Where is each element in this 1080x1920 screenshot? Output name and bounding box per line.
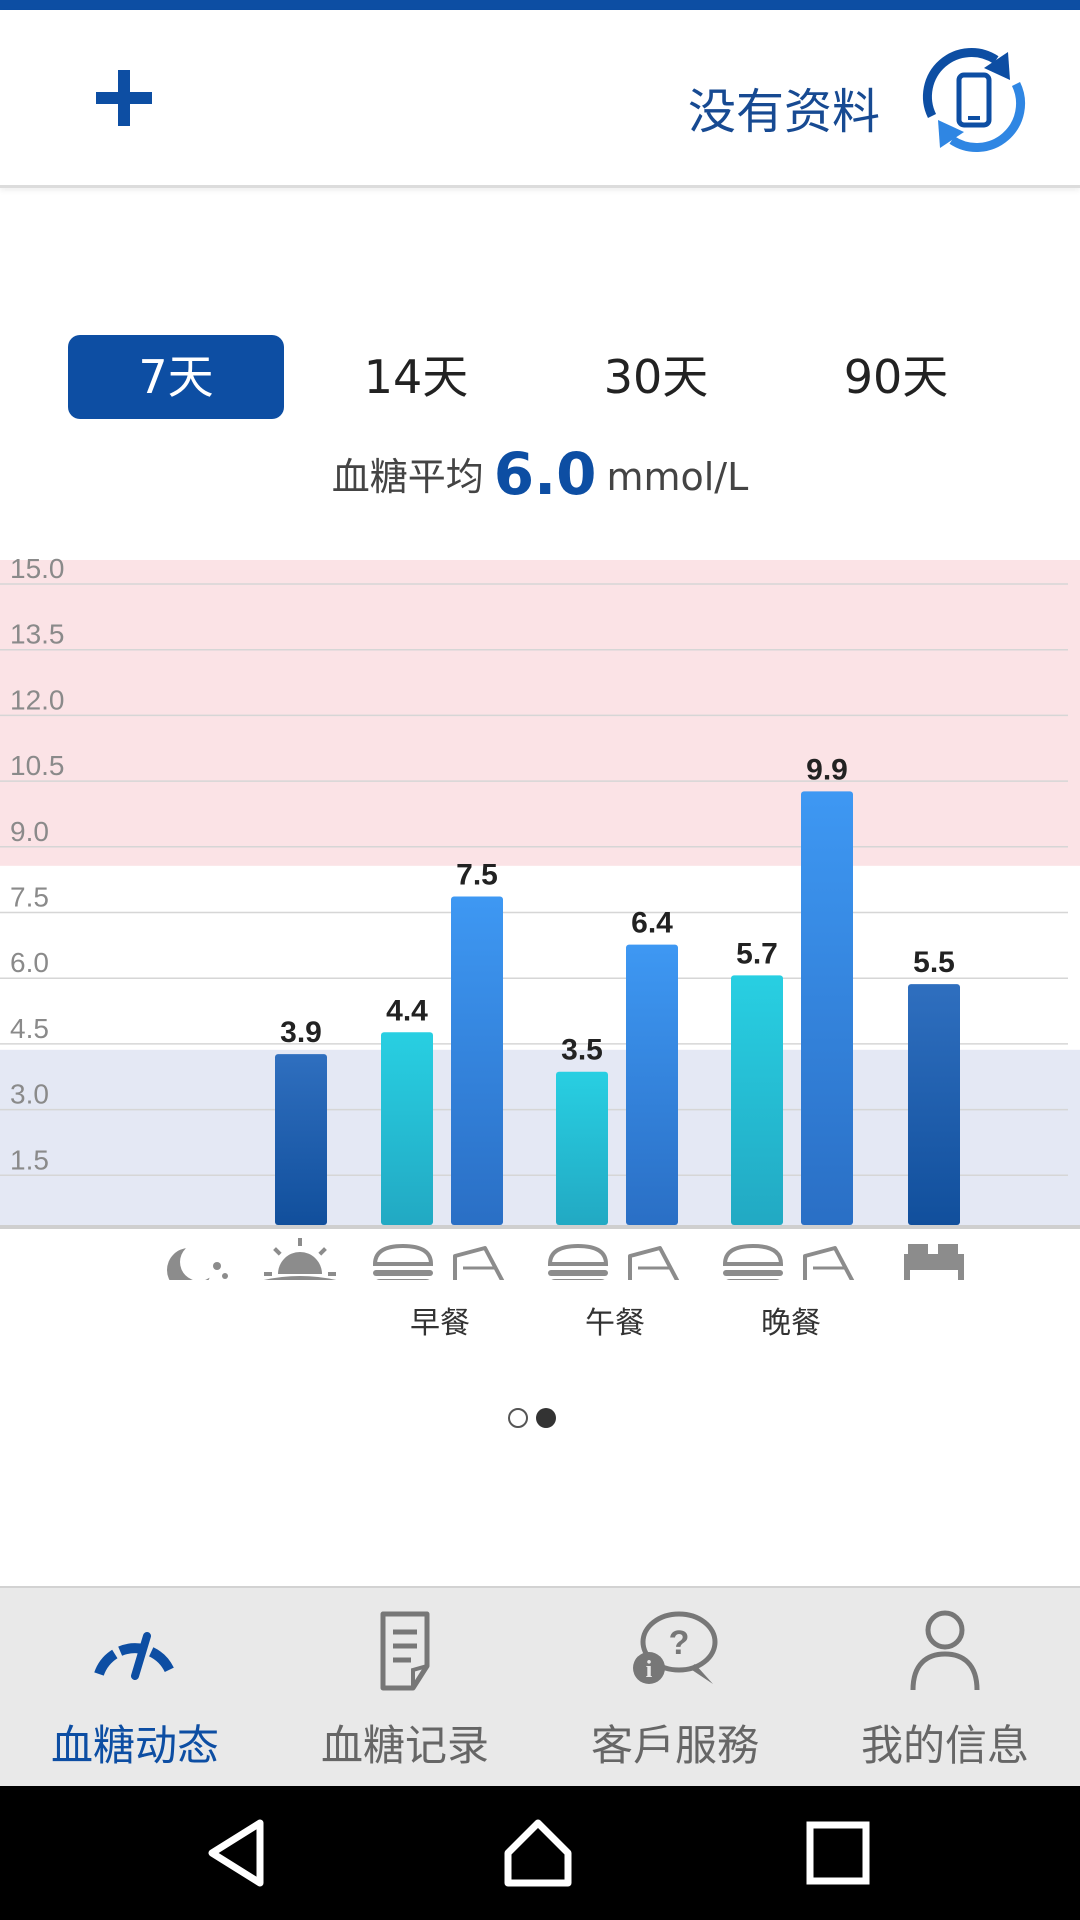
average-label: 血糖平均 [331,455,484,499]
burger-icon [547,1243,609,1280]
burger-icon [722,1243,784,1280]
glucose-bar-chart: 15.0 13.5 12.0 10.5 9.0 7.5 6.0 4.5 3.0 1.5 3.9 4.… [0,553,1080,1280]
y-tick-label: 4.5 [10,1013,49,1044]
bar-4 [556,1071,608,1225]
page-dot-2[interactable] [536,1408,556,1428]
nav-my-info[interactable]: 我的信息 [810,1588,1080,1788]
bar-value-label: 5.7 [736,937,778,970]
recent-apps-icon[interactable] [798,1813,878,1893]
average-value: 6.0 [493,440,597,508]
iron-icon [453,1246,505,1280]
low-range-zone [0,1049,1080,1225]
bar-7 [801,791,853,1225]
bar-value-label: 9.9 [806,753,848,786]
bar-6 [731,975,783,1225]
y-tick-label: 3.0 [10,1079,49,1110]
document-icon [380,1611,430,1691]
y-tick-label: 1.5 [10,1144,49,1175]
y-tick-label: 7.5 [10,882,49,913]
iron-icon [628,1246,680,1280]
bar-value-label: 6.4 [631,907,673,940]
y-tick-label: 10.5 [10,750,65,781]
sunrise-icon [263,1238,337,1280]
y-tick-label: 13.5 [10,619,65,650]
tab-30-days[interactable]: 30天 [603,350,709,404]
svg-text:i: i [646,1657,653,1683]
glucose-average: 血糖平均 6.0 mmol/L [0,440,1080,508]
y-tick-label: 6.0 [10,947,49,978]
y-tick-label: 15.0 [10,553,65,584]
nav-glucose-dynamics[interactable]: 血糖动态 [0,1588,270,1788]
bar-value-label: 3.9 [280,1016,322,1049]
bed-icon [904,1244,964,1280]
nav-glucose-records[interactable]: 血糖记录 [270,1588,540,1788]
meal-label-lunch: 午餐 [585,1306,645,1341]
system-navigation-bar [0,1786,1080,1920]
high-range-zone [0,560,1080,866]
add-icon[interactable] [84,58,164,138]
iron-icon [803,1246,855,1280]
bar-value-label: 5.5 [913,946,955,979]
nav-label: 血糖记录 [320,1721,489,1770]
back-icon[interactable] [198,1813,278,1893]
svg-text:?: ? [669,1624,690,1662]
tab-90-days[interactable]: 90天 [843,350,949,404]
nav-label: 客戶服務 [590,1721,759,1770]
meal-label-dinner: 晚餐 [761,1306,821,1341]
burger-icon [372,1243,434,1280]
nav-label: 血糖动态 [50,1721,219,1770]
meal-label-breakfast: 早餐 [410,1306,470,1341]
average-unit: mmol/L [606,455,749,499]
period-tabs: 7天 14天 30天 90天 [68,335,1028,419]
tab-7-days[interactable]: 7天 [68,335,284,419]
bar-8 [908,984,960,1225]
gauge-icon [94,1632,176,1680]
nav-customer-service[interactable]: ? i 客戶服務 [540,1588,810,1788]
no-data-status: 没有资料 [687,84,880,140]
top-accent-strip [0,0,1080,10]
tab-14-days[interactable]: 14天 [363,350,469,404]
bar-2 [381,1032,433,1225]
bar-1 [275,1054,327,1225]
nav-label: 我的信息 [860,1721,1029,1770]
bottom-navigation: 血糖动态 血糖记录 ? i 客戶服務 我的信息 [0,1586,1080,1786]
y-tick-label: 12.0 [10,684,65,715]
moon-icon [167,1243,228,1280]
y-tick-label: 9.0 [10,816,49,847]
bar-value-label: 3.5 [561,1034,603,1067]
app-header: 没有资料 [0,10,1080,188]
bar-3 [451,896,503,1225]
page-dot-1[interactable] [508,1408,528,1428]
bar-5 [626,944,678,1225]
bar-value-label: 7.5 [456,859,498,892]
bar-value-label: 4.4 [386,994,428,1027]
home-icon[interactable] [498,1813,578,1893]
chat-help-icon: ? i [633,1611,718,1684]
page-indicator[interactable] [508,1406,572,1430]
sync-device-icon[interactable] [912,38,1036,162]
person-icon [910,1610,980,1691]
